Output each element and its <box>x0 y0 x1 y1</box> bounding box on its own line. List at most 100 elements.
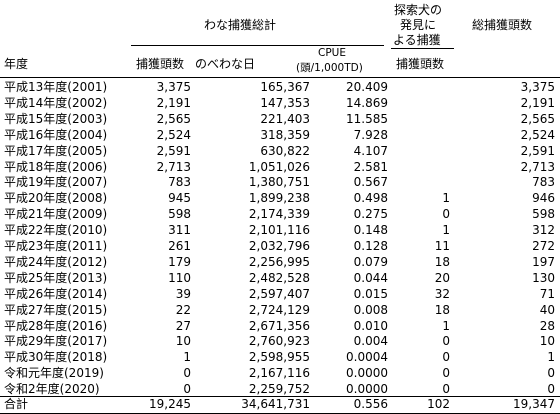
row-year: 平成25年度(2013) <box>4 270 108 285</box>
row-cpue: 0.275 <box>353 207 388 222</box>
row-total: 272 <box>532 239 555 253</box>
row-captures: 27 <box>175 318 191 333</box>
table-row: 平成20年度(2008) 945 1,899,238 0.498 1 946 <box>0 190 560 207</box>
row-trap-days: 1,051,026 <box>248 159 310 174</box>
table-row: 平成24年度(2012) 179 2,256,995 0.079 18 197 <box>0 254 560 271</box>
row-captures: 311 <box>168 223 191 238</box>
table-row: 平成15年度(2003) 2,565 221,403 11.585 2,565 <box>0 111 560 128</box>
table-row: 令和2年度(2020) 0 2,259,752 0.0000 0 0 <box>0 381 560 398</box>
row-dog-captures: 18 <box>434 302 450 317</box>
row-captures: 0 <box>183 382 191 397</box>
row-total: 1 <box>547 350 555 365</box>
header-dog-line2: 発見に <box>400 18 437 32</box>
row-trap-days: 147,353 <box>260 95 310 110</box>
row-captures: 110 <box>168 270 191 285</box>
row-total: 2,565 <box>520 111 555 126</box>
row-dog-captures: 32 <box>434 286 450 301</box>
row-year: 平成27年度(2015) <box>4 302 108 317</box>
row-total: 197 <box>532 254 555 269</box>
table-row: 平成14年度(2002) 2,191 147,353 14.869 2,191 <box>0 95 560 112</box>
row-year: 令和元年度(2019) <box>4 366 104 381</box>
totals-row: 合計 19,245 34,641,731 0.556 102 19,347 <box>0 396 560 413</box>
table-row: 平成16年度(2004) 2,524 318,359 7.928 2,524 <box>0 127 560 144</box>
row-year: 平成30年度(2018) <box>4 350 108 365</box>
row-trap-days: 2,598,955 <box>248 350 310 365</box>
row-captures: 10 <box>175 334 191 349</box>
totals-total: 19,347 <box>513 397 555 411</box>
row-cpue: 0.0000 <box>346 382 388 397</box>
header-year: 年度 <box>4 57 29 71</box>
row-trap-days: 165,367 <box>260 80 310 94</box>
row-trap-days: 2,174,339 <box>248 207 310 222</box>
row-captures: 1 <box>183 350 191 365</box>
row-trap-days: 2,760,923 <box>248 334 310 349</box>
table-row: 平成13年度(2001) 3,375 165,367 20.409 3,375 <box>0 79 560 96</box>
row-cpue: 0.004 <box>353 334 388 349</box>
row-cpue: 0.010 <box>353 318 388 333</box>
row-captures: 2,565 <box>156 111 191 126</box>
totals-top-rule <box>0 396 560 397</box>
row-trap-days: 2,482,528 <box>248 270 310 285</box>
row-dog-captures: 0 <box>442 207 450 222</box>
row-captures: 3,375 <box>156 80 191 94</box>
row-total: 2,524 <box>520 127 555 142</box>
row-total: 10 <box>539 334 555 349</box>
row-captures: 2,524 <box>156 127 191 142</box>
row-captures: 2,191 <box>156 95 191 110</box>
row-captures: 598 <box>168 207 191 222</box>
row-captures: 261 <box>168 239 191 253</box>
row-cpue: 14.869 <box>346 95 388 110</box>
table-row: 平成29年度(2017) 10 2,760,923 0.004 0 10 <box>0 333 560 350</box>
row-trap-days: 2,259,752 <box>248 382 310 397</box>
row-dog-captures: 1 <box>442 223 450 238</box>
totals-label: 合計 <box>4 397 29 411</box>
row-year: 平成20年度(2008) <box>4 191 108 206</box>
table-row: 平成17年度(2005) 2,591 630,822 4.107 2,591 <box>0 143 560 160</box>
row-cpue: 0.044 <box>353 270 388 285</box>
row-year: 平成24年度(2012) <box>4 254 108 269</box>
header-group-underline <box>131 45 384 46</box>
row-cpue: 11.585 <box>346 111 388 126</box>
row-total: 2,591 <box>520 143 555 158</box>
row-cpue: 0.015 <box>353 286 388 301</box>
row-year: 平成28年度(2016) <box>4 318 108 333</box>
row-cpue: 2.581 <box>353 159 388 174</box>
row-captures: 783 <box>168 175 191 190</box>
row-year: 平成23年度(2011) <box>4 239 108 253</box>
row-captures: 22 <box>175 302 191 317</box>
table-row: 平成26年度(2014) 39 2,597,407 0.015 32 71 <box>0 286 560 303</box>
row-trap-days: 2,724,129 <box>248 302 310 317</box>
header-dog-captures: 捕獲頭数 <box>396 57 445 71</box>
row-dog-captures: 1 <box>442 318 450 333</box>
row-trap-days: 318,359 <box>260 127 310 142</box>
row-dog-captures: 0 <box>442 366 450 381</box>
row-dog-captures: 0 <box>442 334 450 349</box>
row-cpue: 20.409 <box>346 80 388 94</box>
header-dog-line1: 探索犬の <box>394 3 443 17</box>
row-total: 71 <box>539 286 555 301</box>
row-cpue: 0.498 <box>353 191 388 206</box>
header-cpue: CPUE <box>318 47 346 59</box>
row-trap-days: 2,671,356 <box>248 318 310 333</box>
row-total: 783 <box>532 175 555 190</box>
row-trap-days: 2,256,995 <box>248 254 310 269</box>
row-total: 28 <box>539 318 555 333</box>
row-dog-captures: 20 <box>434 270 450 285</box>
row-captures: 2,591 <box>156 143 191 158</box>
header-bottom-rule <box>0 77 560 78</box>
row-trap-days: 221,403 <box>260 111 310 126</box>
row-year: 平成26年度(2014) <box>4 286 108 301</box>
row-trap-days: 2,597,407 <box>248 286 310 301</box>
row-year: 平成19年度(2007) <box>4 175 108 190</box>
row-total: 40 <box>539 302 555 317</box>
table-row: 令和元年度(2019) 0 2,167,116 0.0000 0 0 <box>0 365 560 382</box>
header-total-captures: 総捕獲頭数 <box>472 18 533 32</box>
table-row: 平成30年度(2018) 1 2,598,955 0.0004 0 1 <box>0 349 560 366</box>
row-trap-days: 630,822 <box>260 143 310 158</box>
row-cpue: 0.079 <box>353 254 388 269</box>
table-row: 平成28年度(2016) 27 2,671,356 0.010 1 28 <box>0 318 560 335</box>
row-cpue: 0.567 <box>353 175 388 190</box>
row-year: 平成15年度(2003) <box>4 111 108 126</box>
header-dog-underline <box>391 48 454 49</box>
row-total: 946 <box>532 191 555 206</box>
